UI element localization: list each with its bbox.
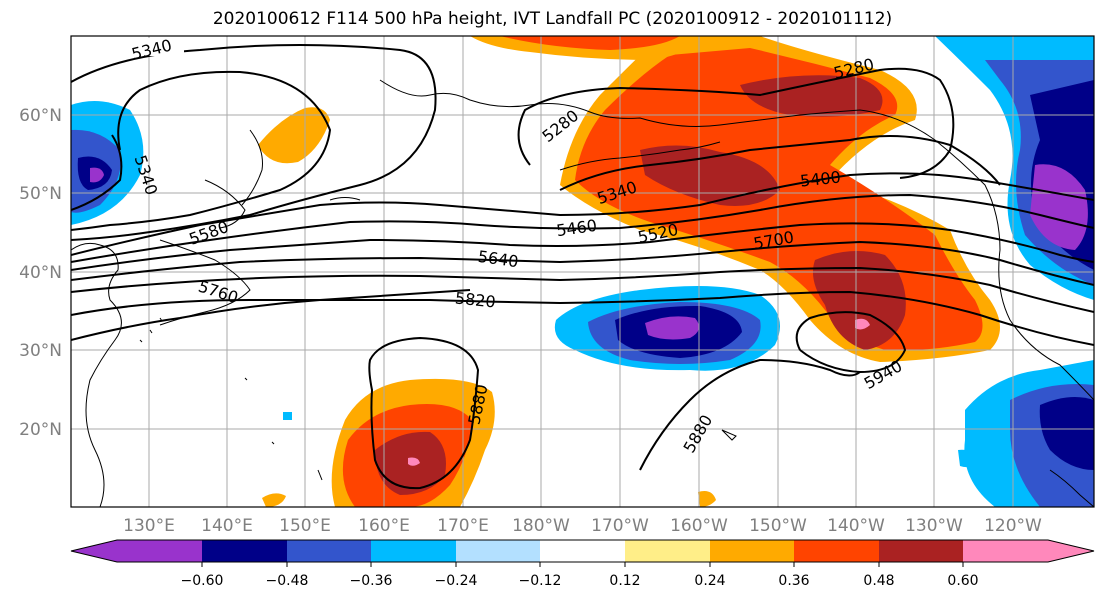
height-contours bbox=[71, 44, 1094, 490]
lon-label: 140°E bbox=[201, 516, 253, 536]
lat-label: 30°N bbox=[19, 341, 62, 361]
colorbar-bin bbox=[625, 540, 710, 562]
ivt-shading bbox=[71, 36, 1094, 507]
colorbar-tick: 0.60 bbox=[947, 573, 978, 589]
colorbar-bin bbox=[879, 540, 963, 562]
lon-label: 130°W bbox=[905, 516, 963, 536]
lon-label: 150°E bbox=[279, 516, 331, 536]
colorbar-bin bbox=[287, 540, 371, 562]
colorbar-bin bbox=[710, 540, 794, 562]
graticule bbox=[71, 36, 1094, 507]
lat-label: 20°N bbox=[19, 420, 62, 440]
lon-label: 170°E bbox=[437, 516, 489, 536]
colorbar: −0.60 −0.48 −0.36 −0.24 −0.12 0.12 0.24 … bbox=[70, 539, 1095, 589]
coastlines bbox=[71, 79, 1094, 507]
lon-label: 120°W bbox=[984, 516, 1042, 536]
lat-label: 60°N bbox=[19, 106, 62, 126]
colorbar-extend-high bbox=[963, 540, 1094, 562]
contour-label: 5400 bbox=[799, 167, 841, 190]
lon-label: 140°W bbox=[827, 516, 885, 536]
lon-label: 160°W bbox=[670, 516, 728, 536]
longitude-labels: 130°E 140°E 150°E 160°E 170°E 180°W 170°… bbox=[123, 516, 1042, 536]
colorbar-tick: 0.24 bbox=[694, 573, 725, 589]
colorbar-tick: 0.36 bbox=[778, 573, 809, 589]
colorbar-bin bbox=[794, 540, 879, 562]
colorbar-tick: 0.48 bbox=[863, 573, 894, 589]
lon-label: 180°W bbox=[512, 516, 570, 536]
lat-label: 50°N bbox=[19, 184, 62, 204]
lon-label: 170°W bbox=[591, 516, 649, 536]
colorbar-bin bbox=[202, 540, 287, 562]
colorbar-tick: 0.12 bbox=[609, 573, 640, 589]
map-frame bbox=[70, 35, 1095, 508]
colorbar-tick: −0.24 bbox=[435, 573, 478, 589]
colorbar-tick: −0.12 bbox=[519, 573, 562, 589]
colorbar-bin bbox=[456, 540, 540, 562]
lon-label: 130°E bbox=[123, 516, 175, 536]
colorbar-bin bbox=[371, 540, 456, 562]
colorbar-bin bbox=[540, 540, 625, 562]
colorbar-tick: −0.36 bbox=[350, 573, 393, 589]
map-title: 2020100612 F114 500 hPa height, IVT Land… bbox=[212, 9, 893, 29]
contour-label: 5820 bbox=[454, 288, 496, 311]
colorbar-extend-low bbox=[71, 540, 117, 562]
lat-label: 40°N bbox=[19, 263, 62, 283]
latitude-labels: 60°N 50°N 40°N 30°N 20°N bbox=[19, 106, 62, 440]
colorbar-bin bbox=[117, 540, 202, 562]
lon-label: 150°W bbox=[749, 516, 807, 536]
colorbar-tick: −0.48 bbox=[266, 573, 309, 589]
lon-label: 160°E bbox=[358, 516, 410, 536]
colorbar-tick: −0.60 bbox=[181, 573, 224, 589]
